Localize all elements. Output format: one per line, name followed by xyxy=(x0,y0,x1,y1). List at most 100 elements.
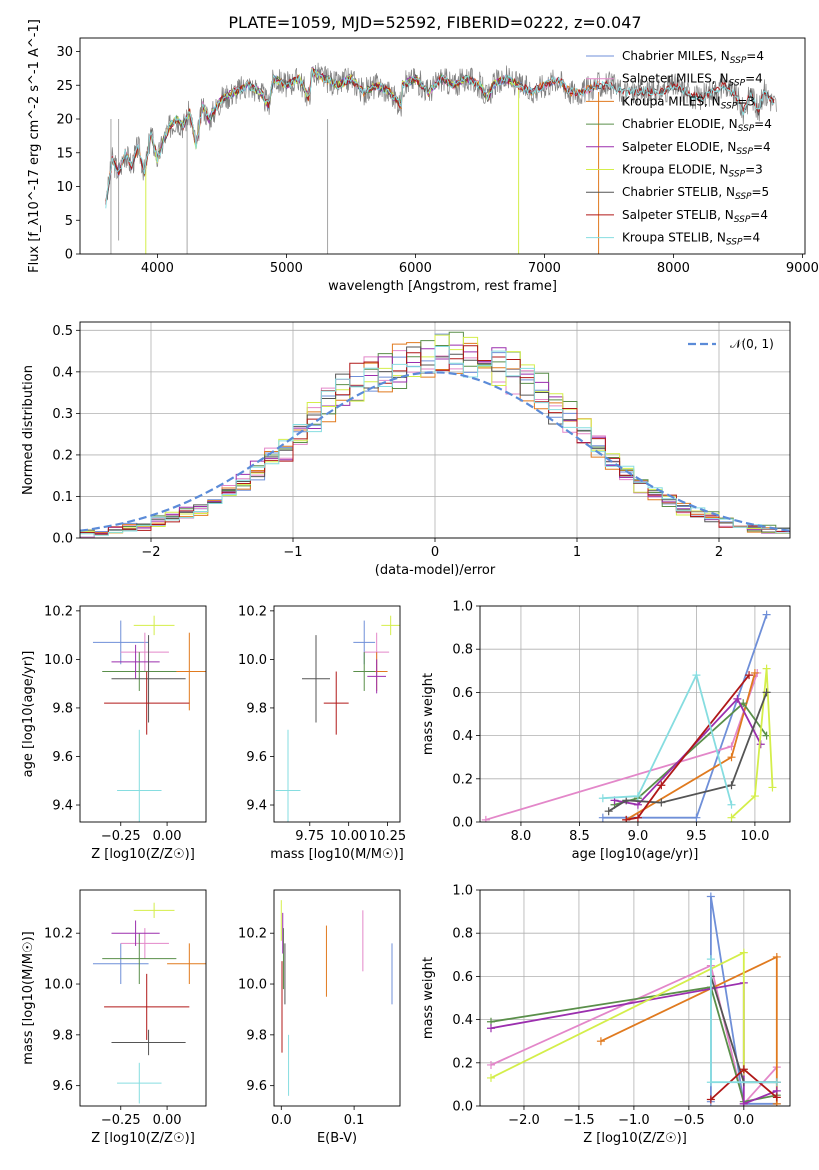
legend-subscript: SSP xyxy=(734,215,751,225)
y-tick-label: 10.0 xyxy=(44,653,73,668)
series-marker xyxy=(633,800,642,809)
series-marker xyxy=(733,694,742,703)
residuals-plot-area xyxy=(80,331,790,538)
y-tick-label: 0.4 xyxy=(452,729,473,744)
x-axis-label: E(B-V) xyxy=(317,1131,357,1146)
y-tick-label: 9.6 xyxy=(246,750,267,765)
series-marker xyxy=(706,1078,715,1087)
spectrum-plot-area xyxy=(105,62,777,254)
series-marker xyxy=(772,1093,781,1102)
mass-weight-vs-age-plot-area xyxy=(481,610,777,822)
y-tick-label: 9.8 xyxy=(246,701,267,716)
x-tick-label: 9.75 xyxy=(295,829,324,844)
x-tick-label: 0.00 xyxy=(153,829,182,844)
series-marker xyxy=(657,781,666,790)
y-tick-label: 20 xyxy=(56,113,73,128)
series-marker xyxy=(727,753,736,762)
y-tick-label: 0.2 xyxy=(52,448,73,463)
mass-vs-ebv-plot-area xyxy=(280,900,393,1096)
x-tick-label: 6000 xyxy=(399,261,432,276)
y-tick-label: 10 xyxy=(56,180,73,195)
series-marker xyxy=(727,781,736,790)
x-tick-label: 10.25 xyxy=(369,829,406,844)
x-axis-label: (data-model)/error xyxy=(375,563,496,578)
histogram-step xyxy=(80,346,790,538)
series-marker xyxy=(727,800,736,809)
x-axis-label: Z [log10(Z/Z☉)] xyxy=(583,1131,687,1146)
gaussian-curve xyxy=(80,371,790,532)
y-tick-label: 9.8 xyxy=(52,1028,73,1043)
legend-suffix: =4 xyxy=(754,117,772,131)
x-tick-label: 2 xyxy=(715,545,723,560)
legend-suffix: =4 xyxy=(742,231,760,245)
legend-label: Chabrier MILES, N xyxy=(622,49,730,63)
y-axis-label: mass weight xyxy=(421,957,436,1039)
age-vs-mass-plot-area xyxy=(275,615,400,822)
y-tick-label: 10.0 xyxy=(44,978,73,993)
series-marker xyxy=(598,794,607,803)
series-line xyxy=(490,964,778,1106)
x-tick-label: 10.0 xyxy=(740,829,769,844)
y-tick-label: 0.0 xyxy=(452,816,473,831)
series-marker xyxy=(486,1024,495,1033)
series-marker xyxy=(762,664,771,673)
x-tick-label: −1.5 xyxy=(563,1113,595,1128)
x-tick-label: 9.5 xyxy=(686,829,707,844)
y-tick-label: 1.0 xyxy=(452,600,473,615)
x-tick-label: 1 xyxy=(573,545,581,560)
x-tick-label: 8.5 xyxy=(569,829,590,844)
y-tick-label: 0.3 xyxy=(52,407,73,422)
y-tick-label: 0.0 xyxy=(52,532,73,547)
series-marker xyxy=(739,1099,748,1106)
legend-suffix: =3 xyxy=(737,94,755,108)
series-marker xyxy=(727,813,736,822)
series-marker xyxy=(750,792,759,801)
residuals-panel xyxy=(76,321,791,542)
series-marker xyxy=(768,783,777,792)
x-axis-label: age [log10(age/yr)] xyxy=(572,847,699,862)
model-spectrum-line xyxy=(105,68,775,205)
series-marker xyxy=(762,688,771,697)
x-tick-label: 9.0 xyxy=(628,829,649,844)
y-tick-label: 0.2 xyxy=(452,772,473,787)
y-tick-label: 0 xyxy=(65,248,73,263)
axes-frame xyxy=(79,37,806,255)
series-marker xyxy=(692,671,701,680)
mass-weight-vs-z-panel xyxy=(476,889,791,1110)
axes-frame xyxy=(79,889,207,1107)
x-tick-label: 0 xyxy=(431,545,439,560)
legend-subscript: SSP xyxy=(730,56,747,66)
y-tick-label: 30 xyxy=(56,45,73,60)
y-tick-label: 10.0 xyxy=(238,653,267,668)
x-axis-label: Z [log10(Z/Z☉)] xyxy=(91,847,195,862)
series-marker xyxy=(604,807,613,816)
y-tick-label: 9.6 xyxy=(52,750,73,765)
axes-frame xyxy=(273,889,401,1107)
legend-entry: 𝒩(0, 1) xyxy=(730,337,774,351)
series-line xyxy=(730,668,774,819)
age-vs-z-plot-area xyxy=(92,615,206,822)
axes-frame xyxy=(273,605,401,823)
legend-label: Kroupa MILES, N xyxy=(622,94,721,108)
legend-entry: Salpeter ELODIE, NSSP=4 xyxy=(622,140,771,157)
x-tick-label: 10.00 xyxy=(330,829,367,844)
x-tick-label: 0.00 xyxy=(153,1113,182,1128)
series-marker xyxy=(596,1037,605,1046)
series-marker xyxy=(622,796,631,805)
legend-subscript: SSP xyxy=(738,124,755,134)
x-tick-label: 8.0 xyxy=(511,829,532,844)
series-marker xyxy=(750,668,759,677)
axes-frame xyxy=(79,605,207,823)
x-tick-label: −2.0 xyxy=(508,1113,540,1128)
series-marker xyxy=(745,671,754,680)
series-marker xyxy=(622,815,631,822)
x-tick-label: −0.25 xyxy=(101,829,141,844)
model-spectrum-line xyxy=(105,68,775,209)
legend-label: Salpeter ELODIE, N xyxy=(622,140,736,154)
series-marker xyxy=(486,1073,495,1082)
series-marker xyxy=(739,948,748,957)
y-axis-label: mass weight xyxy=(421,673,436,755)
legend-entry: Chabrier STELIB, NSSP=5 xyxy=(622,185,769,202)
mass-vs-ebv-panel xyxy=(270,889,401,1110)
x-tick-label: −0.5 xyxy=(673,1113,705,1128)
